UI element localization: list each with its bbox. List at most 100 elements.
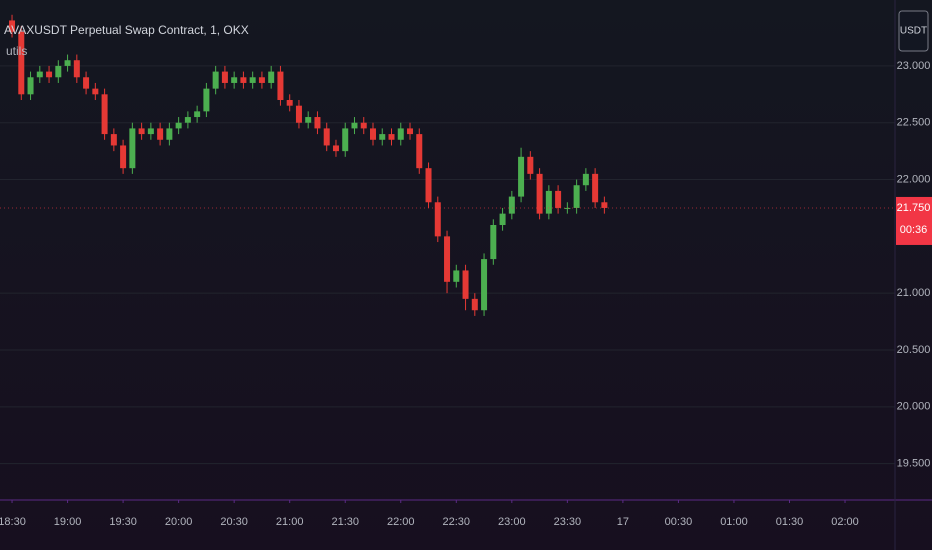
last-price-box	[896, 196, 932, 245]
y-tick-label: 23.000	[897, 60, 931, 72]
countdown-label: 00:36	[900, 224, 928, 236]
candle-body	[166, 128, 173, 140]
candle-body	[83, 77, 90, 89]
candle-body	[120, 145, 127, 169]
candle-body	[601, 202, 608, 208]
candle-body	[64, 60, 71, 66]
candle-body	[369, 128, 376, 140]
candle-body	[425, 168, 432, 203]
y-tick-label: 19.500	[897, 458, 931, 470]
candle-body	[453, 270, 460, 282]
candle-body	[444, 236, 451, 282]
x-tick-label: 18:30	[0, 516, 26, 528]
candle-body	[499, 213, 506, 225]
candle-body	[147, 128, 154, 135]
x-tick-label: 19:30	[109, 516, 137, 528]
candle-body	[249, 77, 256, 83]
candle-body	[55, 65, 62, 78]
x-tick-label: 01:00	[720, 516, 748, 528]
candle-body	[129, 128, 136, 169]
grid	[0, 65, 895, 465]
candle-body	[332, 145, 339, 152]
candle-body	[407, 128, 414, 135]
candle-body	[564, 207, 571, 209]
candle-body	[194, 111, 201, 118]
candle-body	[221, 71, 228, 83]
axes: 19.500 20.000 20.500 21.000 22.000 22.500 23.0…	[0, 60, 932, 528]
candle-body	[536, 173, 543, 214]
candle-body	[592, 173, 599, 203]
candle-body	[388, 134, 395, 140]
candle-body	[351, 122, 358, 129]
candle-body	[240, 77, 247, 83]
candle-body	[36, 71, 43, 78]
candle-body	[508, 196, 515, 214]
candle-body	[92, 88, 99, 95]
y-tick-label: 22.500	[897, 117, 931, 129]
candle-body	[360, 122, 367, 129]
candles	[9, 14, 608, 316]
currency-button[interactable]	[898, 10, 929, 52]
candle-body	[323, 128, 330, 146]
candle-body	[203, 88, 210, 112]
y-tick-label: 21.000	[897, 287, 931, 299]
candle-body	[471, 298, 478, 311]
x-tick-label: 23:00	[498, 516, 526, 528]
candle-body	[27, 77, 34, 95]
candle-body	[582, 173, 589, 186]
candle-body	[490, 225, 497, 260]
candle-body	[416, 134, 423, 169]
x-tick-label: 20:30	[220, 516, 248, 528]
candle-body	[138, 128, 145, 135]
candle-body	[212, 71, 219, 89]
candle-body	[9, 20, 16, 32]
candle-body	[268, 71, 275, 83]
candle-body	[527, 156, 534, 174]
x-tick-label: 01:30	[776, 516, 804, 528]
x-tick-label: 20:00	[165, 516, 193, 528]
x-tick-label: 23:30	[554, 516, 582, 528]
indicator-name: utils	[6, 44, 27, 58]
x-tick-label: 00:30	[665, 516, 693, 528]
candle-body	[314, 117, 321, 129]
y-tick-label: 22.000	[897, 173, 931, 185]
x-tick-label: 22:30	[443, 516, 471, 528]
x-tick-label: 19:00	[54, 516, 82, 528]
candle-body	[46, 71, 53, 78]
candle-body	[481, 259, 488, 311]
candle-body	[175, 122, 182, 129]
x-tick-label: 21:30	[331, 516, 359, 528]
candle-body	[231, 77, 238, 83]
currency-label[interactable]: USDT	[900, 26, 927, 37]
candle-body	[434, 202, 441, 237]
candle-body	[18, 31, 25, 95]
candle-body	[110, 134, 117, 146]
candle-body	[73, 60, 80, 78]
candle-body	[462, 270, 469, 299]
candle-body	[101, 94, 108, 135]
x-tick-label: 17	[617, 516, 629, 528]
candle-body	[518, 156, 525, 197]
candle-body	[545, 190, 552, 214]
y-tick-label: 20.000	[897, 401, 931, 413]
candle-body	[305, 117, 312, 123]
candle-body	[342, 128, 349, 152]
candle-body	[184, 117, 191, 123]
chart-title: AVAXUSDT Perpetual Swap Contract, 1, OKX	[4, 23, 249, 37]
candle-body	[555, 190, 562, 208]
candle-body	[277, 71, 284, 100]
candle-body	[379, 134, 386, 140]
candle-body	[295, 105, 302, 123]
candle-body	[573, 185, 580, 208]
candle-body	[286, 100, 293, 106]
candle-body	[397, 128, 404, 140]
y-tick-label: 20.500	[897, 344, 931, 356]
x-tick-label: 22:00	[387, 516, 415, 528]
x-tick-label: 02:00	[831, 516, 859, 528]
candle-body	[157, 128, 164, 140]
x-tick-label: 21:00	[276, 516, 304, 528]
candle-body	[258, 77, 265, 83]
last-price-label: 21.750	[897, 202, 931, 214]
